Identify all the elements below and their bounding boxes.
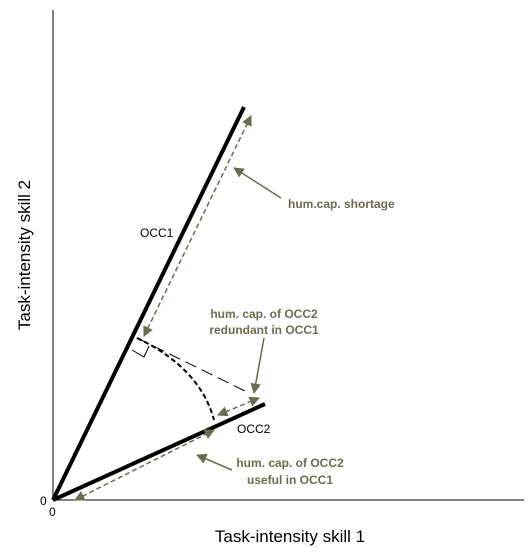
redundant-pointer (250, 337, 265, 395)
redundant-annotation-line2: redundant in OCC1 (209, 323, 319, 337)
occ1-label: OCC1 (140, 226, 174, 240)
occ1-vector (51, 106, 246, 501)
useful-annotation-line2: useful in OCC1 (247, 473, 333, 487)
rotation-arc (136, 337, 215, 421)
shortage-arrow (143, 115, 252, 337)
useful-arrow (74, 429, 215, 501)
useful-pointer (196, 453, 233, 471)
useful-annotation-line1: hum. cap. of OCC2 (236, 456, 344, 470)
right-angle-marker (131, 345, 150, 358)
occ2-label: OCC2 (237, 422, 271, 436)
y-axis-title: Task-intensity skill 2 (15, 180, 34, 330)
shortage-pointer (233, 167, 282, 199)
y-origin-label: 0 (40, 494, 47, 508)
redundant-annotation-line1: hum. cap. of OCC2 (210, 307, 318, 321)
x-origin-label: 0 (49, 505, 56, 519)
x-axis-title: Task-intensity skill 1 (215, 527, 365, 546)
redundant-arrow (217, 396, 260, 417)
shortage-annotation: hum.cap. shortage (288, 197, 395, 211)
occ2-vector (52, 402, 266, 502)
